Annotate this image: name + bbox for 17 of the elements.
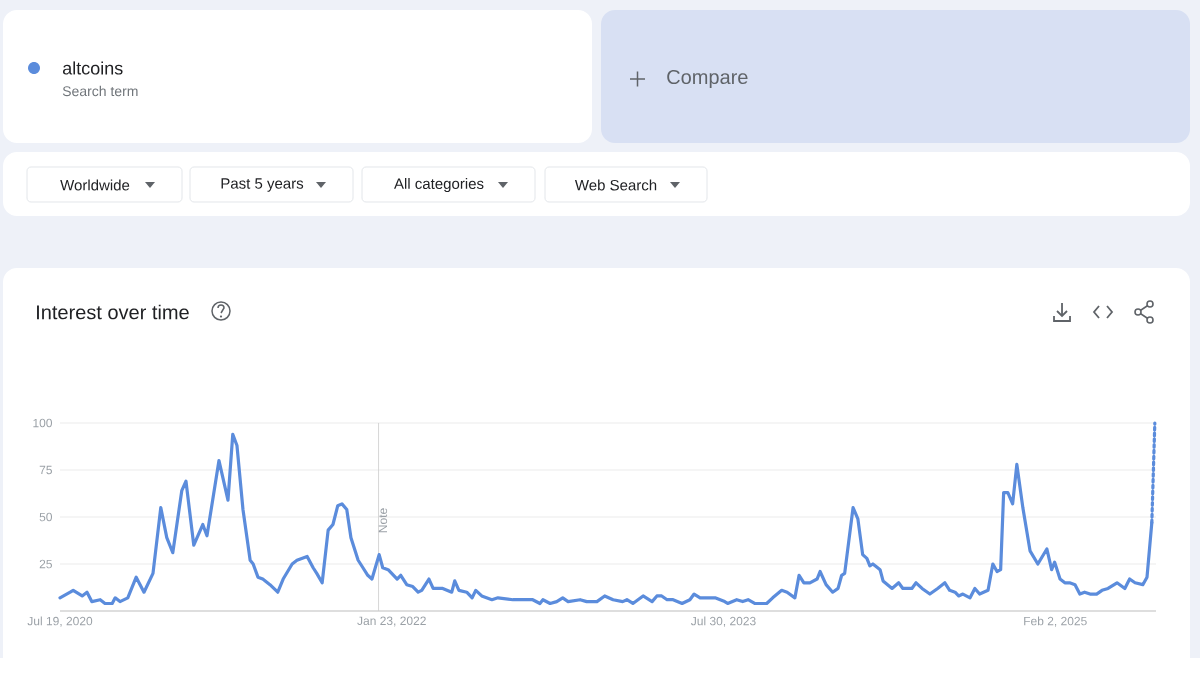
y-tick-label: 25 xyxy=(39,559,52,569)
x-tick-label: Jul 30, 2023 xyxy=(690,616,756,627)
text: Search term xyxy=(62,85,138,97)
legend-label: altcoins xyxy=(62,61,123,75)
y-tick-label: 75 xyxy=(39,465,52,475)
text: All categories xyxy=(394,178,484,192)
text: Compare xyxy=(667,69,748,89)
x-tick-label: Feb 2, 2025 xyxy=(1024,616,1087,627)
x-tick-label: Jan 23, 2022 xyxy=(357,616,426,627)
text: Web Search xyxy=(574,179,657,191)
ref-line-label: Note xyxy=(378,508,388,533)
y-tick-label: 100 xyxy=(33,418,53,428)
y-tick-label: 50 xyxy=(39,512,53,522)
text: Worldwide xyxy=(60,179,130,191)
text: Past 5 years xyxy=(221,178,304,192)
x-tick-label: Jul 19, 2020 xyxy=(27,616,93,627)
chart-title: Interest over time xyxy=(37,304,189,320)
